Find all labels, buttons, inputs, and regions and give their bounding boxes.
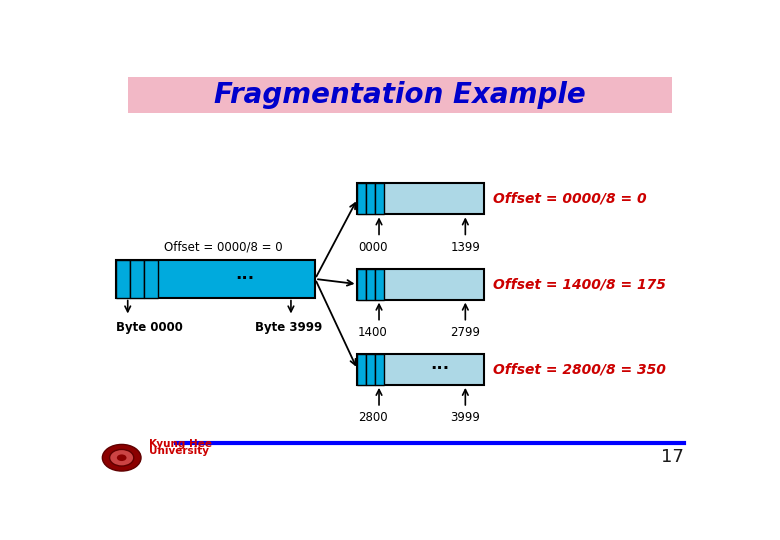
Bar <box>375 268 384 300</box>
Bar <box>357 268 367 300</box>
Text: Offset = 1400/8 = 175: Offset = 1400/8 = 175 <box>494 277 666 291</box>
Bar <box>144 260 158 298</box>
Text: 3999: 3999 <box>450 411 480 424</box>
Bar <box>357 183 484 214</box>
Circle shape <box>109 449 134 466</box>
Bar <box>367 268 375 300</box>
Text: ···: ··· <box>431 360 449 379</box>
Text: 0000: 0000 <box>358 241 388 254</box>
Bar <box>367 354 375 385</box>
Bar <box>357 354 484 385</box>
Bar <box>357 183 367 214</box>
Bar <box>357 268 484 300</box>
Bar <box>129 260 144 298</box>
Text: Byte 0000: Byte 0000 <box>115 321 183 334</box>
Text: University: University <box>149 447 209 456</box>
Text: 2800: 2800 <box>358 411 388 424</box>
Text: 17: 17 <box>661 448 684 466</box>
Text: ···: ··· <box>236 270 255 288</box>
Text: 1399: 1399 <box>450 241 480 254</box>
Text: 2799: 2799 <box>450 326 480 339</box>
Bar <box>375 354 384 385</box>
Text: Offset = 2800/8 = 350: Offset = 2800/8 = 350 <box>494 362 666 376</box>
Text: Offset = 0000/8 = 0: Offset = 0000/8 = 0 <box>164 241 282 254</box>
Text: Offset = 0000/8 = 0: Offset = 0000/8 = 0 <box>494 192 647 206</box>
Text: 1400: 1400 <box>358 326 388 339</box>
Bar <box>375 183 384 214</box>
Text: Fragmentation Example: Fragmentation Example <box>214 81 586 109</box>
Bar <box>115 260 315 298</box>
Bar <box>367 183 375 214</box>
Circle shape <box>117 454 126 461</box>
Bar <box>115 260 129 298</box>
Text: Kyung Hee: Kyung Hee <box>149 440 212 449</box>
Bar <box>357 354 367 385</box>
Bar <box>128 77 672 113</box>
Circle shape <box>102 444 141 471</box>
Text: Byte 3999: Byte 3999 <box>254 321 322 334</box>
